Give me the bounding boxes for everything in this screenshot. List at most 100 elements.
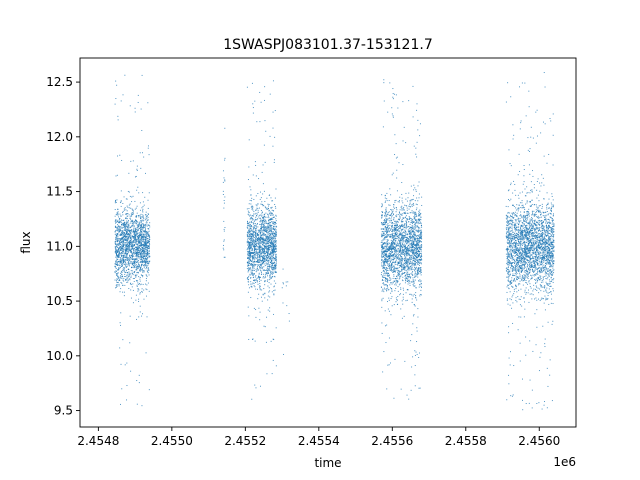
data-point	[275, 214, 277, 216]
data-point	[390, 266, 392, 268]
data-point	[123, 252, 125, 254]
data-point	[413, 233, 415, 235]
data-point	[268, 240, 270, 242]
data-point	[246, 86, 248, 88]
data-point	[130, 250, 132, 252]
data-point	[140, 259, 142, 261]
data-point	[257, 211, 259, 213]
data-point	[131, 246, 133, 248]
data-point	[253, 242, 255, 244]
data-point	[268, 256, 270, 258]
data-point	[410, 246, 412, 248]
data-point	[275, 257, 277, 259]
data-point	[271, 269, 273, 271]
data-point	[403, 268, 405, 270]
data-point	[251, 230, 253, 232]
data-point	[419, 123, 421, 125]
data-point	[136, 249, 138, 251]
data-point	[415, 268, 417, 270]
data-point	[259, 247, 261, 249]
data-point	[252, 231, 254, 233]
data-point	[246, 261, 248, 263]
data-point	[264, 293, 266, 295]
data-point	[275, 266, 277, 268]
data-point	[126, 263, 128, 265]
data-point	[387, 223, 389, 225]
data-point	[140, 234, 142, 236]
data-point	[126, 234, 128, 236]
data-point	[131, 221, 133, 223]
data-point	[274, 203, 276, 205]
data-point	[420, 285, 422, 287]
data-point	[132, 274, 134, 276]
data-point	[250, 248, 252, 250]
data-point	[255, 218, 257, 220]
data-point	[385, 256, 387, 258]
data-point	[258, 216, 260, 218]
data-point	[261, 221, 263, 223]
data-point	[125, 262, 127, 264]
data-point	[134, 262, 136, 264]
data-point	[256, 252, 258, 254]
data-point	[143, 247, 145, 249]
data-point	[134, 237, 136, 239]
data-point	[401, 260, 403, 262]
data-point	[263, 260, 265, 262]
data-point	[137, 247, 139, 249]
data-point	[256, 257, 258, 259]
data-point	[267, 213, 269, 215]
data-point	[400, 260, 402, 262]
data-point	[405, 231, 407, 233]
data-point	[269, 253, 271, 255]
data-point	[384, 273, 386, 275]
data-point	[265, 243, 267, 245]
data-point	[127, 276, 129, 278]
data-point	[257, 248, 259, 250]
data-point	[125, 249, 127, 251]
data-point	[128, 248, 130, 250]
data-point	[268, 230, 270, 232]
data-point	[134, 271, 135, 273]
data-point	[395, 233, 397, 235]
data-point	[265, 259, 267, 261]
data-point	[145, 242, 147, 244]
data-point	[137, 226, 139, 228]
data-point	[269, 249, 271, 251]
data-point	[405, 233, 407, 235]
data-point	[132, 283, 134, 285]
data-point	[400, 256, 402, 258]
data-point	[259, 223, 261, 225]
data-point	[397, 249, 399, 251]
data-point	[272, 216, 274, 218]
data-point	[388, 211, 390, 213]
data-point	[253, 213, 255, 215]
data-point	[148, 154, 150, 156]
data-point	[145, 262, 147, 264]
data-point	[142, 240, 144, 242]
data-point	[274, 252, 276, 254]
data-point	[381, 216, 383, 218]
data-point	[141, 242, 143, 244]
data-point	[417, 240, 419, 242]
data-point	[141, 261, 143, 263]
data-point	[125, 244, 127, 246]
data-point	[117, 263, 119, 265]
data-point	[126, 230, 128, 232]
data-point	[253, 240, 255, 242]
data-point	[262, 235, 264, 237]
data-point	[390, 236, 392, 238]
data-point	[128, 228, 130, 230]
data-point	[139, 202, 141, 204]
data-point	[395, 243, 397, 245]
data-point	[136, 253, 138, 255]
data-point	[271, 272, 273, 274]
data-point	[131, 246, 133, 248]
data-point	[146, 215, 148, 217]
data-point	[133, 231, 135, 233]
data-point	[386, 230, 388, 232]
data-point	[404, 243, 406, 245]
data-point	[247, 220, 248, 222]
data-point	[130, 370, 132, 372]
data-point	[132, 195, 134, 197]
data-point	[413, 265, 415, 267]
